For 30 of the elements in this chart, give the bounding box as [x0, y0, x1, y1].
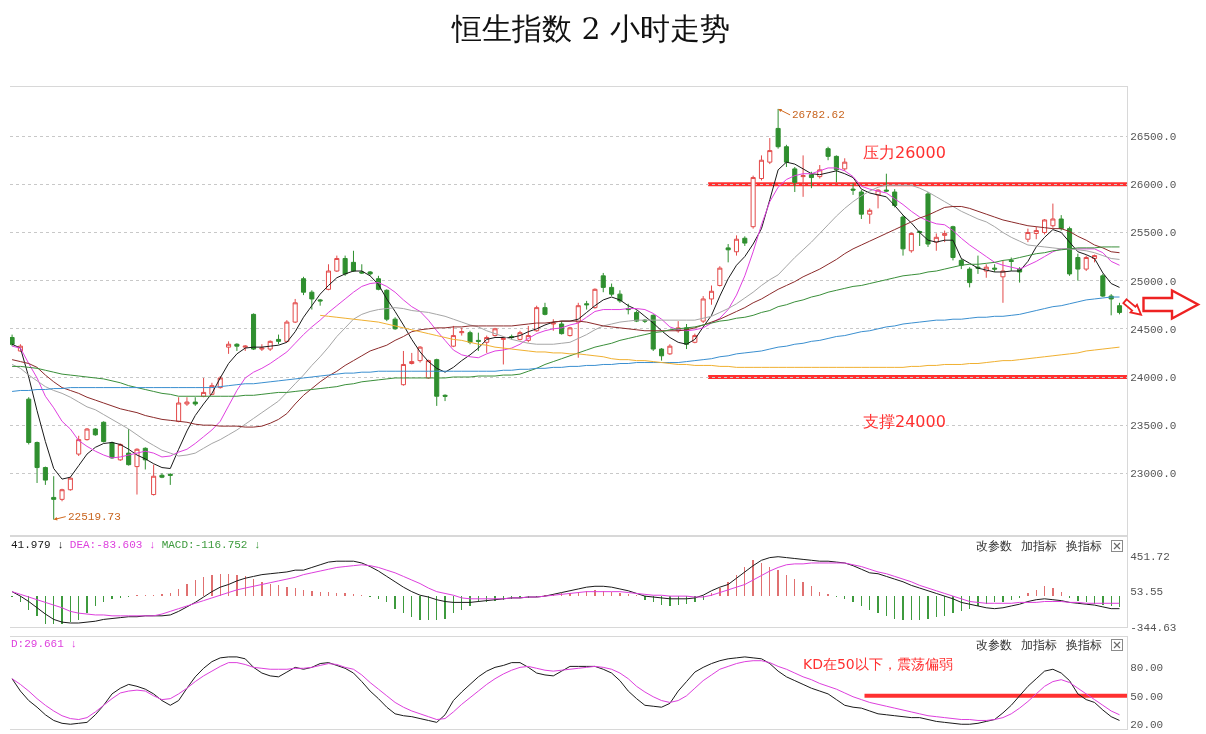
- annotation: 改参数: [976, 539, 1012, 553]
- y-tick-label: 53.55: [1130, 586, 1164, 599]
- annotation: 26782.62: [792, 109, 845, 121]
- y-tick-label: 25500.0: [1130, 227, 1177, 240]
- y-tick-label: -344.63: [1130, 621, 1177, 634]
- ref-line-label: 支撑24000: [863, 412, 946, 431]
- text: 41.979 ↓: [11, 539, 64, 552]
- annotation: 22519.73: [68, 511, 121, 523]
- y-tick-label: 24500.0: [1130, 323, 1177, 336]
- y-tick-label: 26000.0: [1130, 179, 1177, 192]
- ref-line-label: 压力26000: [863, 143, 946, 162]
- ref-line-label: KD在50以下，震荡偏弱: [803, 656, 953, 672]
- annotation: 加指标: [1021, 539, 1057, 553]
- y-tick-label: 26500.0: [1130, 130, 1177, 143]
- annotation: 改参数: [976, 638, 1012, 652]
- text: DEA:-83.603 ↓: [69, 539, 156, 552]
- y-tick-label: 50.00: [1130, 690, 1164, 703]
- annotation: 加指标: [1021, 638, 1057, 652]
- y-tick-label: 25000.0: [1130, 275, 1177, 288]
- y-tick-label: 80.00: [1130, 662, 1164, 675]
- chart-title: 恒生指数 2 小时走势: [450, 10, 731, 46]
- y-tick-label: 23500.0: [1130, 420, 1177, 433]
- text: MACD:-116.752 ↓: [161, 539, 261, 552]
- y-tick-label: 24000.0: [1130, 371, 1177, 384]
- y-tick-label: 20.00: [1130, 719, 1164, 732]
- y-tick-label: 23000.0: [1130, 468, 1177, 481]
- text: D:29.661 ↓: [11, 638, 78, 651]
- annotation: 换指标: [1066, 539, 1102, 553]
- annotation: 换指标: [1066, 638, 1102, 652]
- y-tick-label: 451.72: [1130, 550, 1170, 563]
